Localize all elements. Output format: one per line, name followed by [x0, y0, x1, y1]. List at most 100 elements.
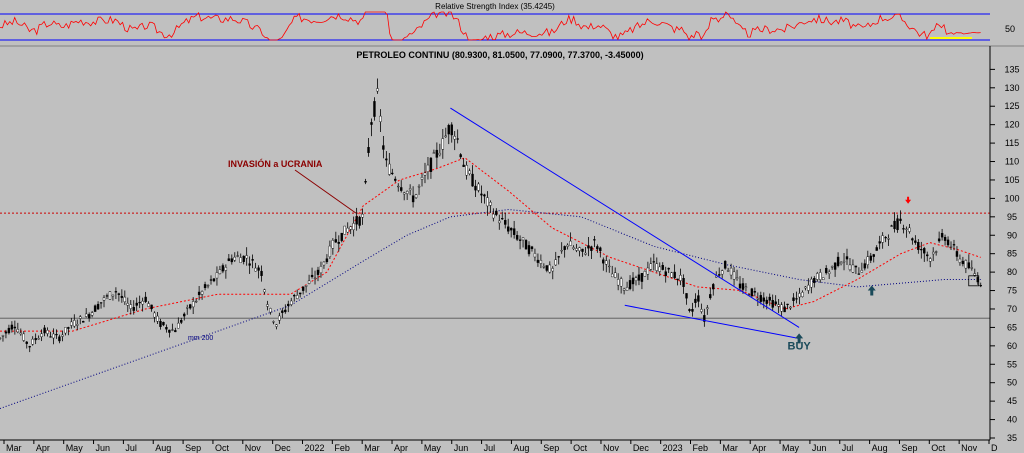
candle-body: [839, 262, 843, 265]
candle-body: [489, 202, 492, 206]
candle-body: [22, 333, 25, 341]
candle-body: [881, 235, 884, 243]
x-tick-label: Mar: [722, 443, 738, 453]
candle-body: [275, 324, 278, 327]
candle-body: [501, 218, 504, 220]
x-tick-label: Aug: [155, 443, 171, 453]
candle-body: [771, 300, 774, 308]
candle-body: [813, 278, 816, 284]
candle-body: [405, 191, 409, 194]
candle-body: [388, 163, 391, 175]
x-tick-label: May: [66, 443, 84, 453]
candle-body: [608, 265, 611, 268]
candle-body: [512, 228, 516, 235]
annotations: INVASIÓN a UCRANIA mm 200 BUY: [188, 158, 980, 352]
rsi-tick-label: 50: [1005, 24, 1015, 34]
candle-body: [16, 329, 20, 333]
invasion-label: INVASIÓN a UCRANIA: [228, 158, 323, 169]
support-trend-line: [624, 304, 800, 339]
candle-body: [144, 296, 147, 302]
candle-body: [694, 298, 697, 303]
candle-body: [129, 304, 132, 309]
candle-body: [590, 246, 593, 251]
candle-body: [926, 254, 929, 257]
candle-body: [70, 321, 73, 326]
x-tick-label: Jul: [842, 443, 854, 453]
candle-body: [287, 303, 290, 306]
candle-body: [370, 122, 373, 125]
candle-body: [706, 307, 709, 310]
candle-body: [726, 270, 730, 272]
candle-body: [545, 265, 549, 271]
candle-body: [102, 297, 106, 301]
candle-body: [521, 237, 525, 241]
x-tick-label: Apr: [36, 443, 50, 453]
candle-body: [762, 297, 765, 302]
candle-body: [203, 284, 207, 289]
candle-body: [132, 307, 135, 311]
candle-body: [973, 273, 976, 276]
candle-body: [73, 320, 76, 327]
last-price-marker: [968, 275, 980, 287]
candle-body: [183, 313, 186, 317]
candle-body: [732, 271, 736, 280]
candle-body: [46, 330, 49, 334]
x-tick-label: Apr: [394, 443, 408, 453]
x-tick-label: Jul: [125, 443, 137, 453]
x-tick-label: D: [991, 443, 998, 453]
candle-body: [40, 333, 43, 338]
candle-body: [346, 227, 349, 233]
y-tick-label: 55: [1007, 359, 1017, 369]
candle-body: [87, 314, 91, 319]
candle-body: [628, 280, 632, 289]
candle-body: [955, 251, 959, 257]
candle-body: [159, 321, 162, 327]
candle-body: [465, 165, 468, 176]
candle-body: [7, 327, 11, 334]
candle-body: [631, 277, 635, 285]
candle-body: [634, 277, 638, 281]
candle-body: [542, 266, 546, 268]
y-tick-label: 70: [1007, 304, 1017, 314]
candle-body: [682, 278, 685, 287]
y-tick-label: 120: [1004, 120, 1019, 130]
candle-body: [557, 256, 560, 258]
candle-body: [827, 271, 831, 274]
candle-body: [209, 279, 213, 281]
candle-body: [319, 266, 323, 274]
candle-body: [4, 331, 8, 334]
candle-body: [260, 270, 263, 276]
candle-body: [245, 255, 248, 259]
candle-body: [313, 277, 317, 280]
candle-body: [453, 136, 456, 140]
y-tick-label: 75: [1007, 286, 1017, 296]
y-tick-label: 105: [1004, 175, 1019, 185]
candle-body: [349, 226, 352, 230]
y-tick-label: 45: [1007, 396, 1017, 406]
candle-body: [444, 135, 447, 138]
candle-body: [99, 302, 103, 304]
candle-body: [186, 307, 189, 309]
x-axis: Mar Apr May Jun Jul Aug Sep Oct Nov Dec 2022 Feb Mar…: [3, 440, 998, 453]
candle-body: [212, 278, 216, 282]
candle-body: [893, 220, 896, 230]
candle-body: [224, 267, 228, 271]
candle-body: [316, 269, 320, 275]
x-tick-label: Dec: [633, 443, 650, 453]
candle-body: [200, 291, 204, 295]
candle-body: [1, 335, 5, 337]
candle-body: [753, 291, 757, 293]
candle-body: [10, 324, 14, 330]
x-tick-label: Mar: [364, 443, 380, 453]
x-tick-label: Mar: [6, 443, 22, 453]
candle-body: [397, 185, 400, 188]
candle-body: [667, 267, 670, 270]
rsi-panel: Relative Strength Index (35.4245) 50: [0, 0, 1015, 43]
candle-body: [833, 262, 837, 270]
candle-body: [875, 247, 878, 251]
candle-body: [34, 338, 37, 341]
candle-body: [899, 218, 902, 221]
candle-body: [593, 239, 596, 241]
candle-body: [575, 248, 578, 251]
